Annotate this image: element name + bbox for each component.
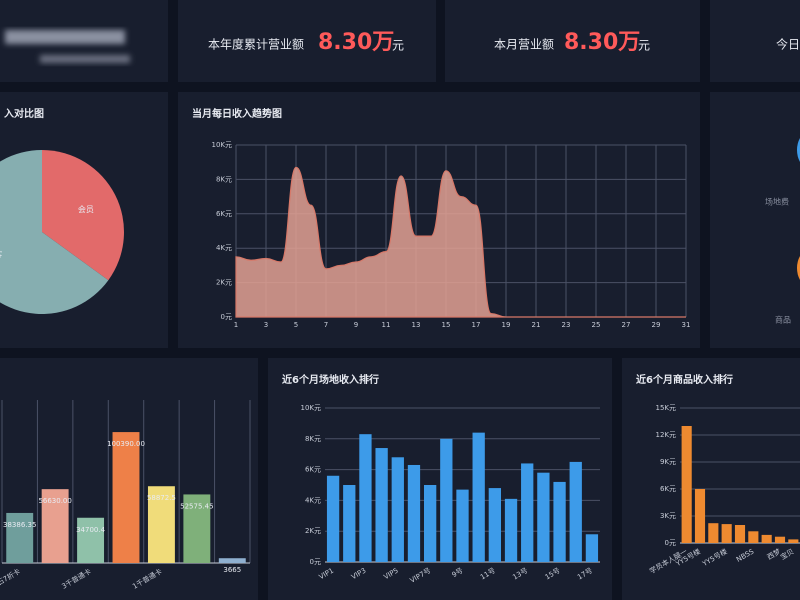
y-tick-label: 15K元 (656, 404, 677, 412)
bar (407, 464, 421, 562)
bar (748, 531, 759, 543)
y-tick-label: 2K元 (216, 279, 232, 287)
x-tick-label: 27 (622, 321, 631, 329)
x-tick-label: 17 (472, 321, 481, 329)
chart-title: 入对比图 (4, 107, 44, 120)
bar (440, 438, 453, 562)
y-tick-label: 0元 (221, 313, 232, 321)
side-label: 商品 (775, 315, 791, 325)
y-tick-label: 2K元 (305, 527, 321, 535)
x-tick-label: 11 (382, 321, 391, 329)
y-tick-label: 0元 (310, 558, 321, 566)
x-tick-label: 9 (354, 321, 358, 329)
bar (721, 524, 732, 543)
y-tick-label: 9K元 (660, 458, 676, 466)
bar (375, 448, 388, 562)
bar (472, 432, 485, 562)
y-tick-label: 12K元 (656, 431, 677, 439)
y-tick-label: 10K元 (301, 404, 322, 412)
x-tick-label: 5 (294, 321, 298, 329)
bar (6, 512, 34, 563)
x-tick-label: 13 (412, 321, 421, 329)
y-tick-label: 6K元 (216, 210, 232, 218)
value-label: 100390.00 (107, 440, 145, 448)
y-tick-label: 6K元 (305, 466, 321, 474)
panel (445, 0, 700, 82)
pie-slice (0, 150, 109, 314)
bar (424, 485, 437, 562)
kpi-unit: 元 (392, 39, 404, 53)
x-tick-label: 15 (442, 321, 451, 329)
bar (734, 525, 746, 543)
pie-slice (42, 150, 124, 281)
panel (178, 0, 436, 82)
value-label: 52575.45 (180, 502, 213, 510)
bar (391, 457, 404, 562)
y-tick-label: 10K元 (212, 141, 233, 149)
x-tick-label: 29 (652, 321, 661, 329)
kpi-label: 本月营业额 (494, 38, 554, 52)
kpi-label: 本年度累计营业额 (208, 37, 304, 52)
slice-label: 会员 (78, 204, 94, 214)
y-tick-label: 8K元 (305, 435, 321, 443)
bar (504, 498, 518, 562)
chart-title: 近6个月商品收入排行 (636, 373, 733, 386)
panel (622, 358, 800, 600)
bar (77, 517, 105, 563)
bar (343, 485, 356, 562)
bar (359, 434, 372, 562)
x-tick-label: 23 (562, 321, 571, 329)
side-label: 场地费 (765, 197, 789, 207)
panel (710, 92, 800, 348)
bar (569, 461, 582, 562)
bar (183, 494, 211, 563)
y-tick-label: 4K元 (216, 244, 232, 252)
bar (488, 488, 501, 562)
x-tick-label: 31 (682, 321, 691, 329)
x-tick-label: 1 (234, 321, 238, 329)
bar (112, 432, 140, 563)
bar (537, 472, 550, 562)
bar (708, 523, 719, 543)
value-label: 34700.4 (76, 526, 105, 534)
panel (710, 0, 800, 82)
value-label: 38386.35 (3, 521, 36, 529)
y-tick-label: 0元 (665, 539, 676, 547)
bar (521, 463, 534, 562)
y-tick-label: 6K元 (660, 485, 676, 493)
bar (218, 558, 246, 563)
blurred-text (5, 30, 130, 63)
bar (585, 534, 599, 562)
bar (694, 489, 706, 543)
bar (788, 539, 799, 543)
chart-title: 近6个月场地收入排行 (282, 373, 379, 386)
value-label: 56630.00 (38, 497, 71, 505)
bar (553, 481, 566, 562)
kpi-unit: 元 (638, 39, 650, 53)
x-tick-label: 19 (502, 321, 511, 329)
x-tick-label: 25 (592, 321, 601, 329)
value-label: 58872.5 (147, 494, 176, 502)
area (235, 166, 686, 318)
x-tick-label: 21 (532, 321, 541, 329)
bar (147, 486, 175, 563)
bar (326, 475, 340, 562)
bar (774, 536, 786, 543)
bar (761, 534, 772, 543)
y-tick-label: 3K元 (660, 512, 676, 520)
x-tick-label: 7 (324, 321, 328, 329)
y-tick-label: 8K元 (216, 175, 232, 183)
kpi-value: 8.30万 (564, 30, 640, 55)
chart-title: 当月每日收入趋势图 (192, 107, 282, 120)
bar (681, 426, 692, 543)
y-tick-label: 4K元 (305, 496, 321, 504)
kpi-value: 8.30万 (318, 30, 394, 55)
value-label: 3665 (223, 566, 241, 574)
bar (41, 489, 69, 563)
x-tick-label: 3 (264, 321, 268, 329)
bar (456, 489, 469, 562)
kpi-label: 今日 (776, 37, 800, 52)
slice-label: 客 (0, 249, 2, 259)
